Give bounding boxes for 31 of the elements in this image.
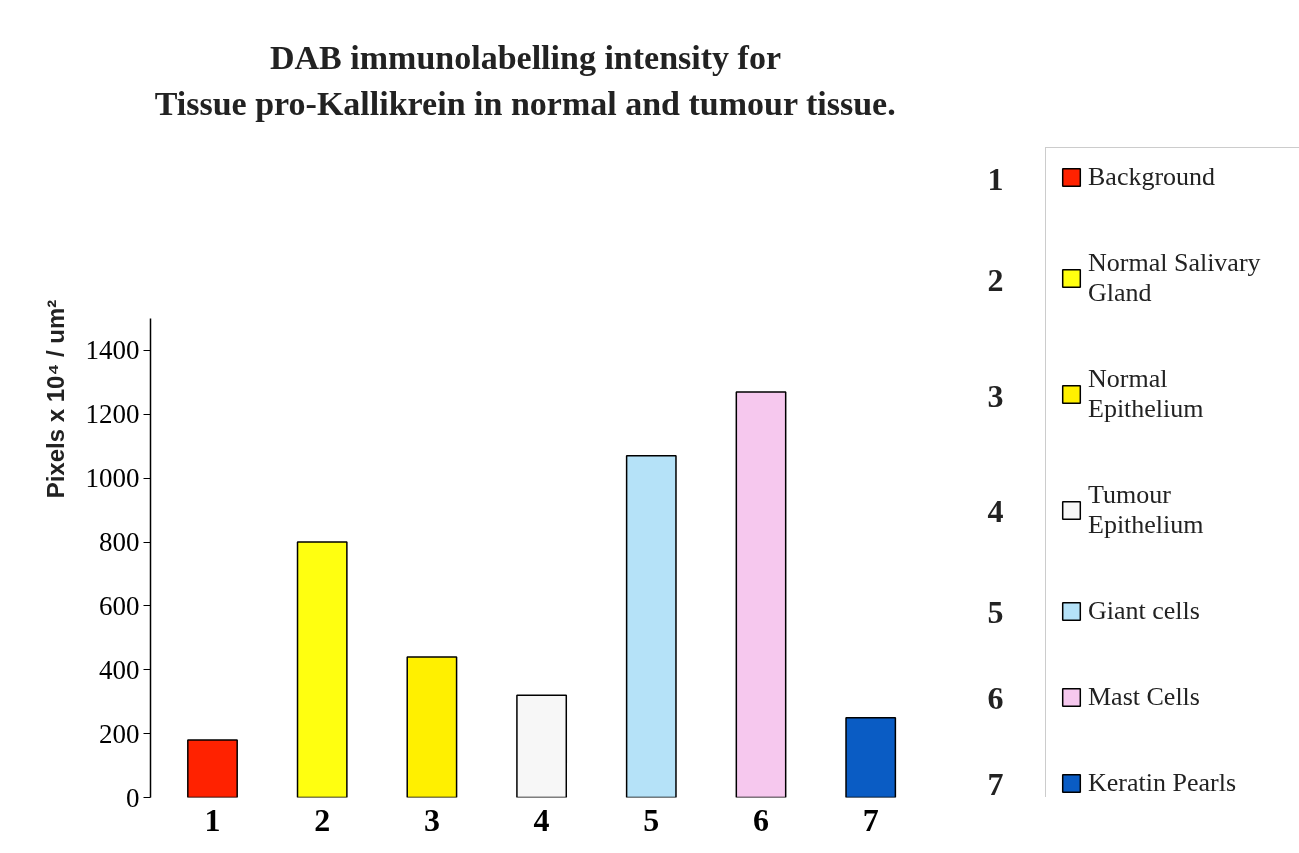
y-tick-label: 800 <box>99 527 140 558</box>
category-label: 3 <box>987 377 1004 414</box>
y-axis-title: Pixels x 10⁴ / um² <box>41 299 69 499</box>
y-tick-label: 600 <box>99 590 140 621</box>
x-tick-label: 4 <box>533 801 550 838</box>
x-tick-label: 2 <box>314 801 331 838</box>
legend-label: Keratin Pearls <box>1088 768 1237 798</box>
y-tick-label: 1200 <box>85 399 140 430</box>
legend-label: Normal Epithelium <box>1088 364 1205 424</box>
category-label: 2 <box>987 261 1004 298</box>
category-label: 4 <box>987 493 1004 530</box>
x-tick-label: 3 <box>423 801 440 838</box>
legend-label: Giant cells <box>1088 596 1201 626</box>
category-label: 1 <box>987 160 1004 197</box>
x-tick-label: 6 <box>753 801 769 838</box>
legend-label: Normal Salivary Gland <box>1088 248 1262 308</box>
y-tick-label: 1400 <box>85 335 140 366</box>
x-tick-label: 1 <box>204 801 221 838</box>
chart-title: DAB immunolabelling intensity for Tissue pro-Kallikrein in normal and tumour tissue. <box>154 38 896 122</box>
category-label: 7 <box>987 766 1004 803</box>
y-tick-label: 1000 <box>85 463 140 494</box>
legend-label: Tumour Epithelium <box>1088 480 1205 540</box>
y-tick-label: 200 <box>99 718 140 749</box>
category-label: 5 <box>987 594 1004 631</box>
y-tick-label: 400 <box>99 654 140 685</box>
x-tick-label: 7 <box>862 801 879 838</box>
category-label: 6 <box>987 680 1004 717</box>
legend-label: Background <box>1088 162 1217 192</box>
legend-label: Mast Cells <box>1088 682 1201 712</box>
y-tick-label: 0 <box>126 782 140 813</box>
x-tick-label: 5 <box>643 801 660 838</box>
